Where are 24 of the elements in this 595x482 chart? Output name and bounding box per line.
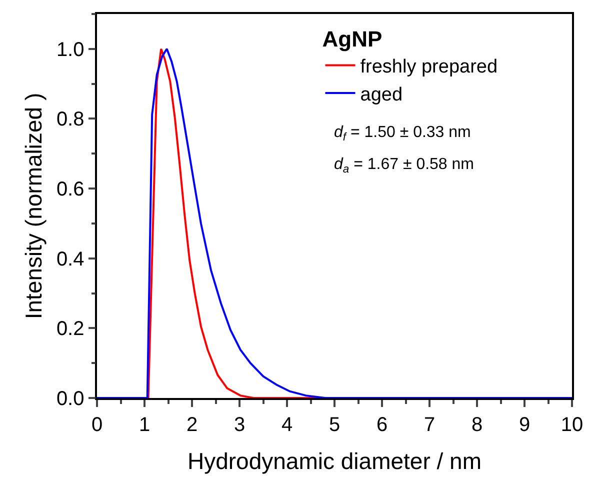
x-tick-label: 8 (471, 414, 483, 436)
legend-label: aged (360, 84, 403, 106)
legend-label: freshly prepared (360, 56, 498, 78)
x-tick-label: 4 (281, 414, 293, 436)
x-tick-label: 3 (234, 414, 246, 436)
x-tick-label: 9 (518, 414, 530, 436)
y-tick-label: 0.0 (56, 388, 84, 410)
x-tick-label: 10 (560, 414, 584, 436)
x-tick-label: 6 (376, 414, 388, 436)
y-tick-label: 0.4 (56, 248, 84, 270)
x-tick-label: 0 (91, 414, 103, 436)
y-axis-title: Intensity (normalized ) (20, 92, 46, 320)
y-tick-label: 0.2 (56, 318, 84, 340)
x-tick-label: 5 (328, 414, 340, 436)
x-tick-label: 7 (424, 414, 436, 436)
annotation: d$_{a}$ = 1.67 ± 0.58 nm (334, 156, 474, 176)
y-tick-label: 0.6 (56, 178, 84, 201)
y-tick-label: 0.8 (56, 108, 84, 131)
legend-title: AgNP (322, 26, 382, 52)
x-tick-label: 1 (138, 414, 150, 436)
x-axis-title: Hydrodynamic diameter / nm (188, 448, 482, 474)
y-tick-label: 1.0 (56, 38, 84, 61)
annotation: d$_{f}$ = 1.50 ± 0.33 nm (334, 124, 471, 144)
x-tick-label: 2 (186, 414, 198, 436)
